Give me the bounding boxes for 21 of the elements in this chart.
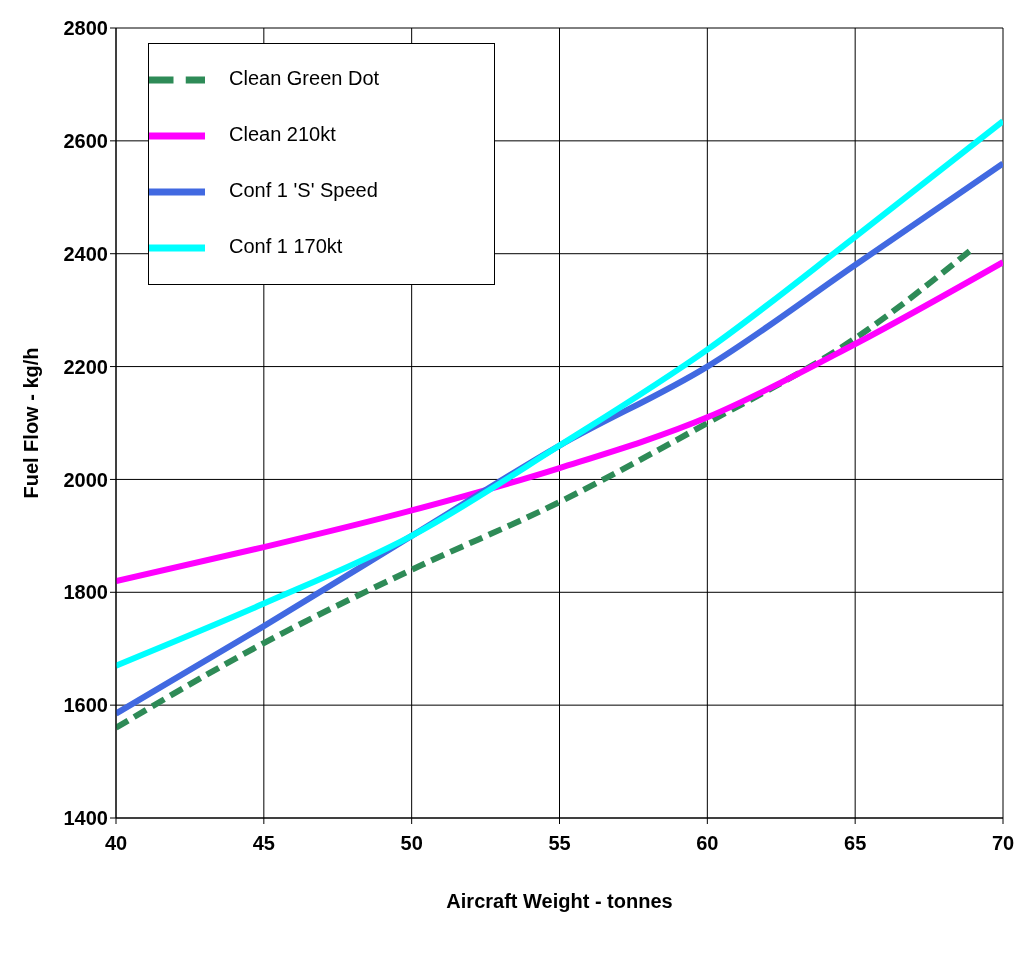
y-tick-label: 1600 (63, 694, 108, 717)
y-tick-label: 2200 (63, 355, 108, 378)
y-tick-label: 1800 (63, 581, 108, 604)
legend-label: Conf 1 'S' Speed (229, 179, 378, 202)
y-axis-title: Fuel Flow - kg/h (20, 347, 43, 499)
y-tick-label: 2400 (63, 242, 108, 265)
x-tick-label: 65 (844, 832, 867, 855)
y-tick-label: 1400 (63, 807, 108, 830)
x-tick-label: 40 (104, 832, 128, 855)
legend-label: Clean Green Dot (229, 67, 380, 90)
x-tick-label: 60 (696, 832, 719, 855)
x-axis-title: Aircraft Weight - tonnes (446, 890, 673, 912)
x-tick-label: 70 (991, 832, 1015, 855)
y-tick-label: 2000 (63, 468, 108, 491)
x-tick-label: 45 (252, 832, 275, 855)
legend-label: Conf 1 170kt (229, 235, 343, 258)
y-tick-label: 2800 (63, 17, 108, 40)
legend-label: Clean 210kt (229, 123, 336, 146)
y-tick-label: 2600 (63, 129, 108, 152)
x-tick-label: 55 (548, 832, 571, 855)
x-tick-label: 50 (400, 832, 423, 855)
